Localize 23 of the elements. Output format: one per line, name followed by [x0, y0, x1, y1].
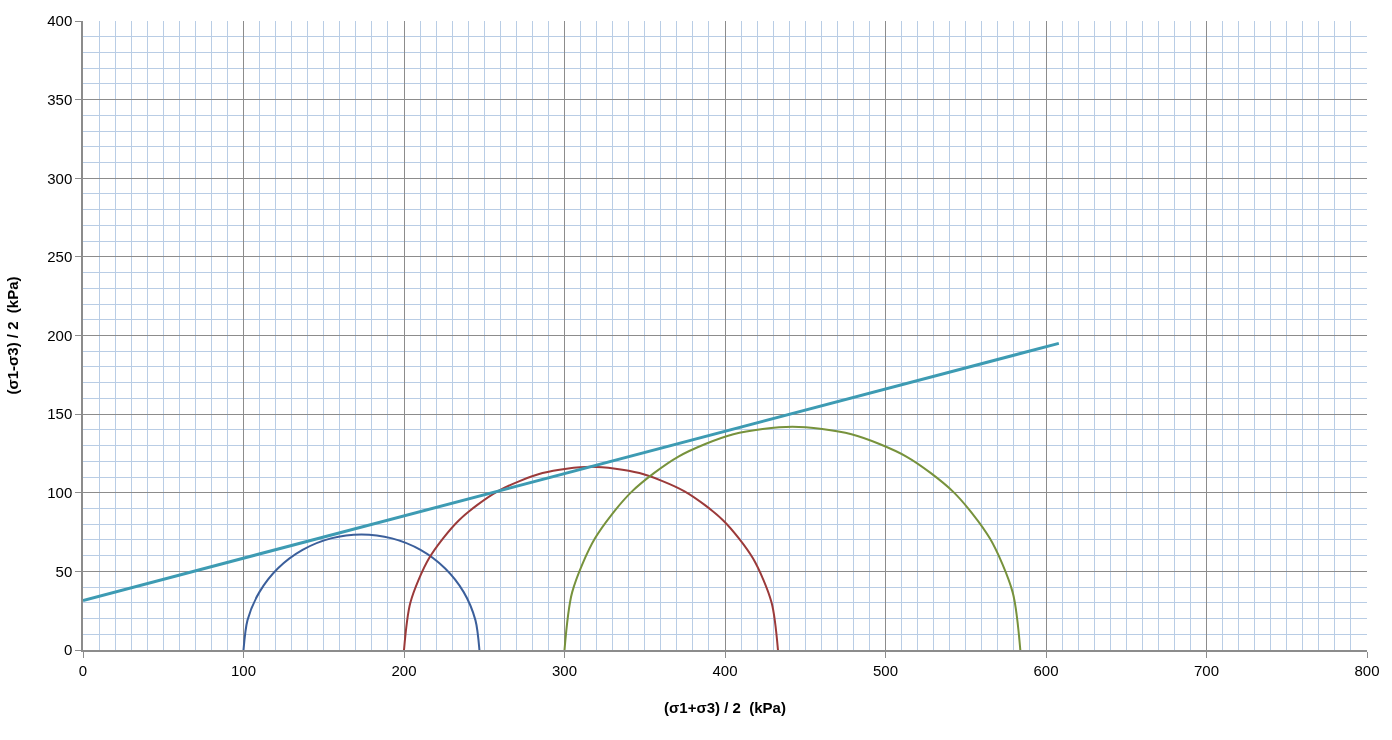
y-tick-label: 400	[47, 12, 73, 30]
y-tick-label: 300	[47, 169, 73, 187]
y-tick-label: 0	[63, 641, 73, 659]
y-tick-label: 150	[47, 405, 73, 423]
x-axis-title: (σ1+σ3) / 2 (kPa)	[664, 699, 786, 717]
y-tick-label: 250	[47, 248, 73, 266]
line-series	[403, 465, 779, 650]
y-tick-label: 200	[47, 326, 73, 344]
x-tick-label: 300	[551, 661, 578, 679]
line-series	[563, 425, 1022, 650]
x-tick-label: 200	[391, 661, 417, 679]
x-tick-label: 400	[712, 661, 738, 679]
x-tick-label: 600	[1033, 661, 1059, 679]
y-tick-label: 50	[55, 562, 73, 580]
x-tick-label: 800	[1354, 661, 1380, 679]
x-tick-label: 0	[78, 661, 88, 679]
x-tick-label: 100	[230, 661, 257, 679]
y-axis-title: (σ1-σ3) / 2 (kPa)	[3, 276, 21, 395]
x-tick-label: 700	[1193, 661, 1220, 679]
y-tick-label: 350	[47, 90, 73, 108]
x-tick-label: 500	[872, 661, 899, 679]
line-series	[242, 533, 481, 650]
y-tick-label: 100	[47, 484, 73, 501]
